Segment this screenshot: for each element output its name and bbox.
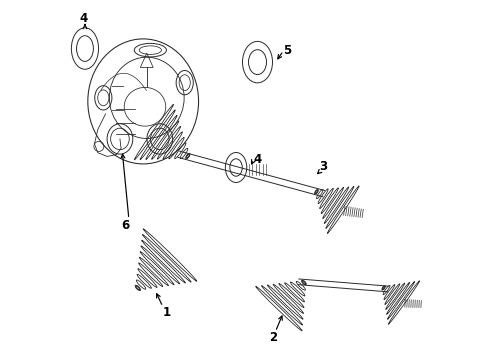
Text: 1: 1 — [162, 306, 171, 319]
Text: 6: 6 — [121, 219, 129, 232]
Text: 5: 5 — [283, 44, 291, 57]
Text: 2: 2 — [269, 332, 277, 345]
Text: 4: 4 — [79, 12, 88, 25]
Text: 4: 4 — [253, 153, 262, 166]
Text: 3: 3 — [319, 160, 327, 173]
